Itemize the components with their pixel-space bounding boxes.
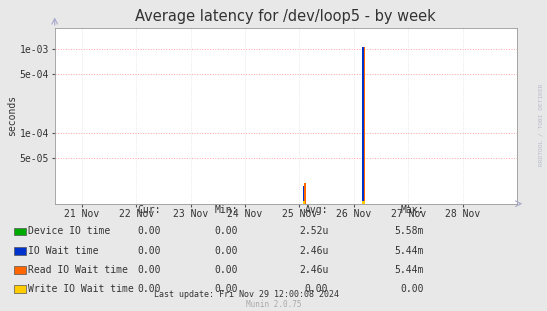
Text: 0.00: 0.00 [138,284,161,294]
Text: 0.00: 0.00 [138,246,161,256]
Text: 2.46u: 2.46u [299,265,328,275]
Bar [364,48,365,204]
Text: Device IO time: Device IO time [28,226,110,236]
Bar [363,48,365,204]
Text: 2.46u: 2.46u [299,246,328,256]
Text: 0.00: 0.00 [214,226,238,236]
Text: Read IO Wait time: Read IO Wait time [28,265,129,275]
Text: 0.00: 0.00 [138,226,161,236]
Bar [304,183,306,204]
Text: 0.00: 0.00 [305,284,328,294]
Text: 0.00: 0.00 [400,284,424,294]
Bar [363,48,365,204]
Text: 0.00: 0.00 [214,284,238,294]
Title: Average latency for /dev/loop5 - by week: Average latency for /dev/loop5 - by week [136,9,436,24]
Bar [302,186,305,204]
Text: 0.00: 0.00 [214,265,238,275]
Text: Munin 2.0.75: Munin 2.0.75 [246,300,301,309]
Text: RRDTOOL / TOBI OETIKER: RRDTOOL / TOBI OETIKER [538,83,543,166]
Y-axis label: seconds: seconds [7,95,17,137]
Bar [363,201,365,204]
Text: 5.44m: 5.44m [394,265,424,275]
Text: IO Wait time: IO Wait time [28,246,99,256]
Text: 5.44m: 5.44m [394,246,424,256]
Bar [302,186,305,204]
Text: Max:: Max: [400,205,424,215]
Text: Last update: Fri Nov 29 12:00:08 2024: Last update: Fri Nov 29 12:00:08 2024 [154,290,339,299]
Text: 0.00: 0.00 [214,246,238,256]
Bar [302,201,305,204]
Text: Min:: Min: [214,205,238,215]
Text: 2.52u: 2.52u [299,226,328,236]
Text: Write IO Wait time: Write IO Wait time [28,284,134,294]
Text: Avg:: Avg: [305,205,328,215]
Text: 5.58m: 5.58m [394,226,424,236]
Text: Cur:: Cur: [138,205,161,215]
Text: 0.00: 0.00 [138,265,161,275]
